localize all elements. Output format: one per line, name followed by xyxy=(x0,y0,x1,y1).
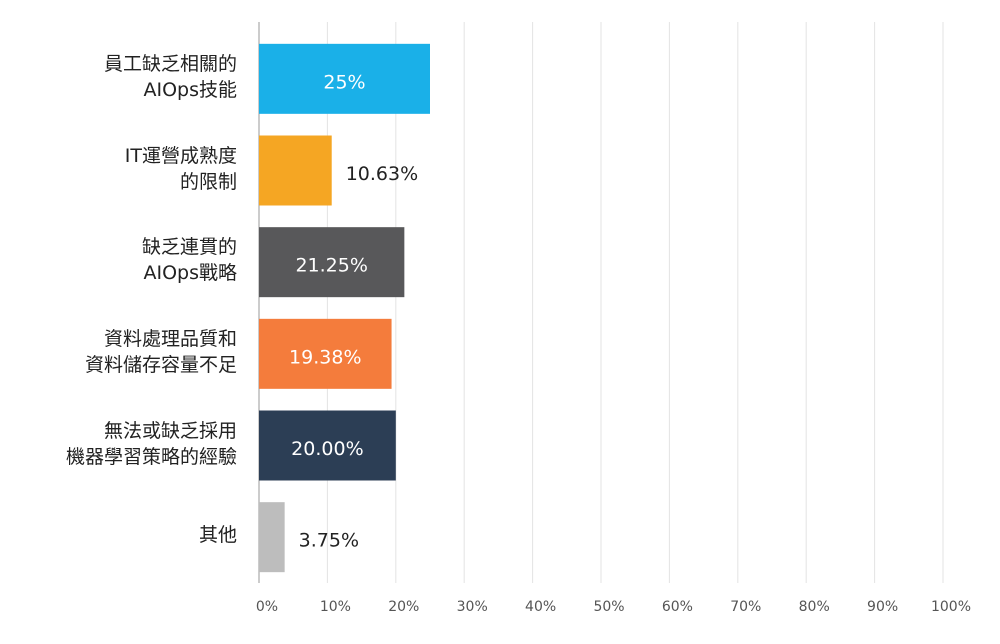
bar xyxy=(259,227,405,298)
category-label: 資料處理品質和 資料儲存容量不足 xyxy=(84,327,237,376)
value-label: 10.63% xyxy=(346,163,418,185)
category-label: 員工缺乏相關的 AIOps技能 xyxy=(103,52,237,101)
category-label: IT運營成熟度 的限制 xyxy=(124,144,237,193)
x-tick-label: 100% xyxy=(931,599,971,615)
x-tick-label: 0% xyxy=(256,599,278,615)
x-tick-label: 80% xyxy=(799,599,830,615)
x-tick-label: 90% xyxy=(867,599,898,615)
bar xyxy=(259,318,392,389)
x-tick-label: 70% xyxy=(730,599,761,615)
bar xyxy=(259,43,430,114)
x-tick-label: 50% xyxy=(593,599,624,615)
value-label: 25% xyxy=(323,71,365,93)
x-tick-label: 30% xyxy=(457,599,488,615)
value-label: 3.75% xyxy=(299,530,359,552)
category-label: 缺乏連貫的 AIOps戰略 xyxy=(141,236,237,285)
value-label: 20.00% xyxy=(291,438,363,460)
category-label: 無法或缺乏採用 機器學習策略的經驗 xyxy=(65,419,237,468)
value-label: 19.38% xyxy=(289,346,361,368)
value-label: 21.25% xyxy=(295,255,367,277)
x-tick-label: 60% xyxy=(662,599,693,615)
x-tick-label: 40% xyxy=(525,599,556,615)
bar xyxy=(259,502,285,573)
category-label: 其他 xyxy=(198,524,237,547)
x-tick-label: 10% xyxy=(320,599,351,615)
x-tick-label: 20% xyxy=(388,599,419,615)
bar xyxy=(259,135,332,206)
bar xyxy=(259,410,396,481)
